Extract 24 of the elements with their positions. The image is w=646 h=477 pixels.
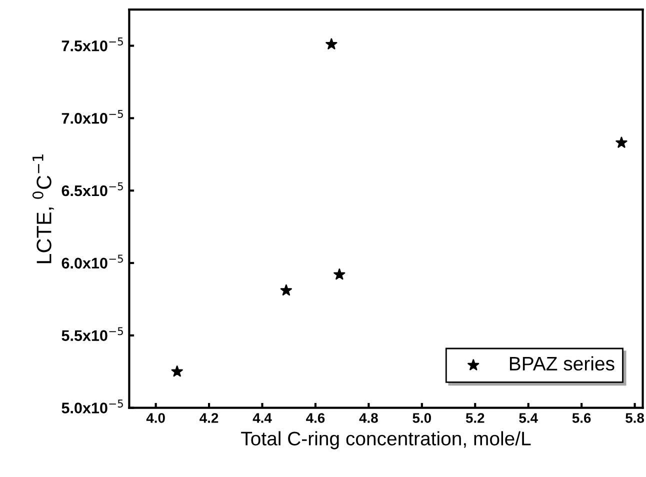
x-tick-label: 4.8 [359,413,378,423]
point [616,136,628,148]
point [280,284,292,296]
x-tick-label: 4.2 [200,413,218,423]
x-tick-label: 5.4 [519,413,538,423]
point [326,38,338,50]
y-tick-label: 5.0x10$^{−5}$ [62,400,123,414]
x-tick-label: 4.6 [306,413,325,423]
x-tick-label: 5.6 [572,413,591,423]
legend-label: BPAZ series [510,356,614,371]
x-tick-label: 4.4 [252,413,272,423]
y-tick-label: 6.0x10$^{−5}$ [62,254,123,269]
y-tick-label: 6.5x10$^{−5}$ [62,182,123,196]
y-axis-title: LCTE, $^{0}$C$^{−1}$ [32,154,54,264]
x-tick-label: 4.0 [146,413,165,423]
point [334,268,346,280]
point [171,366,183,377]
y-tick-label: 5.5x10$^{−5}$ [62,327,123,341]
x-tick-label: 5.0 [412,413,431,423]
y-tick-label: 7.5x10$^{−5}$ [62,38,123,52]
x-axis-title: Total C-ring concentration, mole/L [241,431,531,450]
x-tick-label: 5.2 [466,413,484,423]
y-tick-label: 7.0x10$^{−5}$ [62,110,123,124]
x-tick-label: 5.8 [626,413,644,423]
